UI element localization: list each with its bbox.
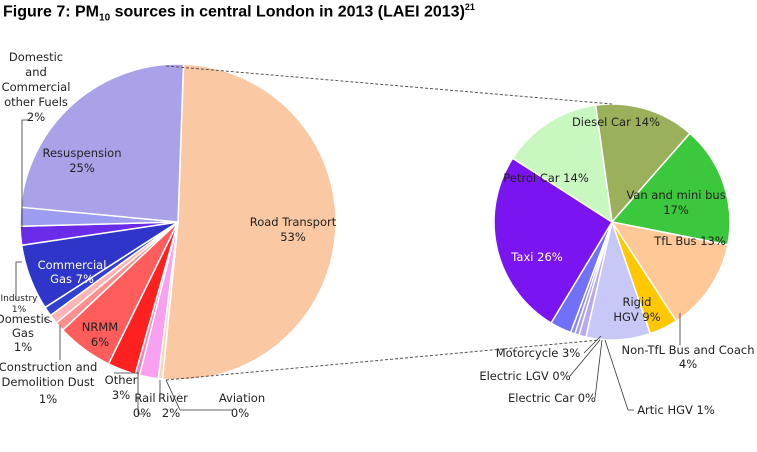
leader-rail (137, 396, 145, 415)
leader-industry (15, 261, 22, 300)
label-resuspension-1: Resuspension (43, 146, 122, 160)
label-artic-hgv: Artic HGV 1% (637, 403, 715, 417)
label-rail-1: Rail (134, 391, 155, 405)
label-commercial-gas-1: Commercial (38, 258, 107, 272)
label-construction-3: 1% (39, 392, 57, 406)
label-taxi: Taxi 26% (510, 250, 562, 264)
label-commercial-gas-2: Gas 7% (50, 272, 94, 286)
label-river-1: River (158, 391, 188, 405)
title-subscript: 10 (99, 12, 111, 24)
leader-domestic-fuels (21, 119, 28, 230)
label-other-1: Other (105, 373, 138, 387)
label-other-2: 3% (112, 388, 130, 402)
leader-domestic-gas (43, 317, 53, 323)
slice-petrol-car (511, 104, 613, 224)
label-domestic-fuels-3: Commercial (2, 80, 71, 94)
label-aviation-2: 0% (231, 406, 249, 420)
label-domestic-fuels-4: other Fuels (4, 95, 68, 109)
slice-van-and-mini-bus (610, 132, 731, 246)
label-tfl-bus: TfL Bus 13% (653, 234, 726, 248)
label-petrol-car: Petrol Car 14% (503, 171, 589, 185)
label-road-transport-2: 53% (280, 230, 306, 244)
title-prefix: Figure 7: PM (3, 3, 100, 21)
title-reference: 21 (464, 2, 475, 12)
label-aviation-1: Aviation (219, 391, 265, 405)
label-nrmm-1: NRMM (82, 320, 118, 334)
label-road-transport-1: Road Transport (250, 215, 337, 229)
label-electric-lgv: Electric LGV 0% (479, 369, 570, 383)
slice-taxi (493, 157, 614, 325)
pie-connectors (165, 65, 613, 381)
label-diesel-car: Diesel Car 14% (572, 115, 660, 129)
leader-electric-car (594, 339, 603, 399)
label-construction-1: Construction and (0, 360, 97, 374)
figure-title: Figure 7: PM10 sources in central London… (3, 2, 475, 24)
leader-aviation (165, 379, 232, 411)
label-domestic-fuels-1: Domestic (9, 50, 63, 64)
slice-diesel-car (594, 103, 691, 224)
label-river-2: 2% (162, 406, 180, 420)
label-industry-1: Industry (0, 294, 38, 304)
label-resuspension-2: 25% (69, 161, 95, 175)
label-van-2: 17% (663, 203, 689, 217)
title-rest: sources in central London in 2013 (LAEI … (110, 3, 465, 21)
leader-electric-lgv (569, 339, 601, 377)
pie-pm10-sources (19, 63, 337, 381)
label-electric-car: Electric Car 0% (508, 391, 596, 405)
label-non-tfl-1: Non-TfL Bus and Coach (622, 343, 755, 357)
label-domestic-fuels-5: 2% (27, 110, 45, 124)
label-motorcycle: Motorcycle 3% (496, 346, 581, 360)
label-domestic-gas-1: Domestic (0, 312, 50, 326)
leader-motorcycle (583, 335, 602, 354)
label-nrmm-2: 6% (91, 335, 109, 349)
label-rail-2: 0% (133, 406, 151, 420)
slice-labels: Domestic and Commercial other Fuels 2% R… (0, 50, 755, 420)
label-domestic-gas-3: 1% (14, 340, 32, 354)
slice-resuspension (19, 63, 185, 223)
leader-artic (604, 339, 634, 411)
label-van-1: Van and mini bus (626, 188, 725, 202)
label-industry-2: 1% (12, 305, 27, 315)
label-domestic-fuels-2: and (25, 65, 47, 79)
label-non-tfl-2: 4% (679, 357, 697, 371)
connector-bottom (165, 339, 601, 381)
pie-road-transport-breakdown (493, 103, 731, 341)
slice-road-transport (161, 63, 337, 381)
label-rigid-hgv-2: HGV 9% (613, 310, 660, 324)
label-domestic-gas-2: Gas (12, 326, 34, 340)
label-rigid-hgv-1: Rigid (623, 295, 652, 309)
leader-lines (15, 119, 681, 415)
leader-other (114, 372, 139, 395)
label-construction-2: Demolition Dust (2, 375, 95, 389)
